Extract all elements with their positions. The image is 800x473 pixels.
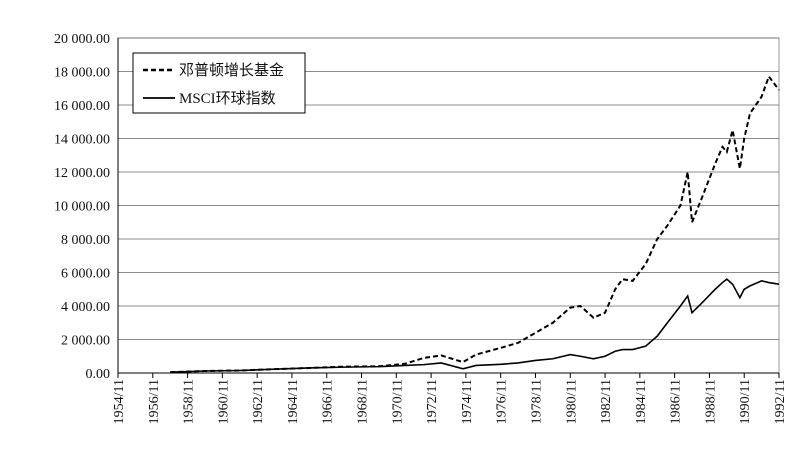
x-tick-label: 1960/11: [216, 379, 231, 424]
x-tick-label: 1974/11: [460, 379, 475, 424]
x-tick-label: 1972/11: [425, 379, 440, 424]
y-tick-label: 10 000.00: [54, 200, 110, 215]
x-tick-label: 1978/11: [529, 379, 544, 424]
x-tick-label: 1968/11: [356, 379, 371, 424]
y-tick-label: 18 000.00: [54, 66, 110, 81]
x-tick-label: 1982/11: [599, 379, 614, 424]
y-tick-label: 12 000.00: [54, 166, 110, 181]
legend-box: [132, 52, 306, 114]
legend-label: 邓普顿增长基金: [179, 62, 284, 79]
x-tick-label: 1984/11: [634, 379, 649, 424]
y-tick-label: 8 000.00: [61, 233, 110, 248]
x-tick-label: 1962/11: [251, 379, 266, 424]
y-tick-label: 6 000.00: [61, 267, 110, 282]
series-line: [170, 74, 780, 374]
x-tick-label: 1992/11: [773, 379, 788, 424]
x-tick-label: 1988/11: [703, 379, 718, 424]
x-tick-label: 1964/11: [286, 379, 301, 424]
x-tick-label: 1956/11: [147, 379, 162, 424]
x-tick-label: 1954/11: [112, 379, 127, 424]
x-tick-label: 1966/11: [321, 379, 336, 424]
x-tick-label: 1958/11: [182, 379, 197, 424]
x-tick-label: 1986/11: [669, 379, 684, 424]
y-tick-label: 16 000.00: [54, 99, 110, 114]
series-line: [170, 278, 780, 373]
y-tick-label: 14 000.00: [54, 133, 110, 148]
legend-label: MSCI环球指数: [179, 90, 276, 107]
x-tick-label: 1980/11: [564, 379, 579, 424]
y-tick-label: 0.00: [86, 367, 111, 382]
y-tick-label: 4 000.00: [61, 300, 110, 315]
x-tick-label: 1970/11: [390, 379, 405, 424]
x-tick-label: 1990/11: [738, 379, 753, 424]
y-tick-label: 2 000.00: [61, 334, 110, 349]
y-tick-label: 20 000.00: [54, 32, 110, 47]
x-tick-label: 1976/11: [495, 379, 510, 424]
